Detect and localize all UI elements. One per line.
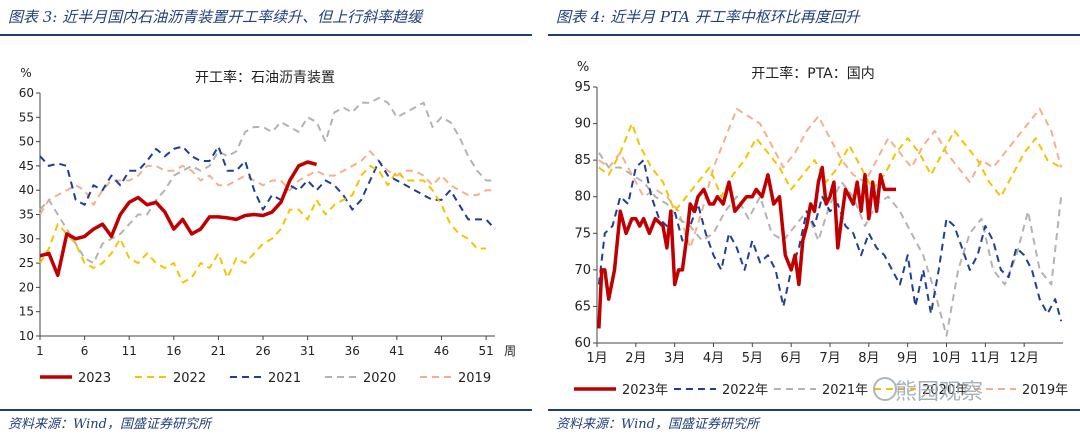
x-tick-label: 21 <box>211 344 226 358</box>
pta-chart: 60 65 70 75 80 85 90 95% 1月 2月 3月 4月 5月 6月 7月 8月 9月 10月 11… <box>574 60 1068 398</box>
series-line-2022 <box>597 159 1063 322</box>
title-rule-left <box>0 34 532 36</box>
y-tick-label: 40 <box>19 183 34 197</box>
x-tick-label: 26 <box>255 344 270 358</box>
x-tick-label: 51 <box>478 344 493 358</box>
title-rule-right <box>548 34 1080 36</box>
legend-label: 2022年 <box>722 383 768 398</box>
x-tick-label: 1月 <box>586 351 607 366</box>
legend-label: 2023年 <box>622 383 668 398</box>
x-tick-label: 10月 <box>932 351 962 366</box>
x-tick-label: 16 <box>166 344 181 358</box>
source-rule-right <box>548 409 1080 411</box>
x-tick-label: 8月 <box>858 351 879 366</box>
y-tick-label: 85 <box>574 153 591 168</box>
x-tick-label: 11月 <box>971 351 1001 366</box>
y-tick-label: 35 <box>19 208 34 222</box>
legend-label: 2023 <box>78 371 111 386</box>
chart-inner-title: 开工率：PTA：国内 <box>751 65 874 82</box>
x-tick-label: 11 <box>122 344 137 358</box>
series-line-2023 <box>39 160 318 278</box>
x-tick-label: 6月 <box>781 351 802 366</box>
y-tick-label: 10 <box>19 329 34 343</box>
figure-title-left: 图表 3: 近半月国内石油沥青装置开工率续升、但上行斜率趋缓 <box>8 8 423 26</box>
y-tick-label: 20 <box>19 280 34 294</box>
panel-asphalt: 图表 3: 近半月国内石油沥青装置开工率续升、但上行斜率趋缓 10 15 20 25 3… <box>0 0 532 439</box>
x-tick-label: 46 <box>434 344 449 358</box>
x-tick-label: 5月 <box>742 351 763 366</box>
y-tick-label: 60 <box>574 336 591 351</box>
y-unit-label: % <box>20 66 31 80</box>
x-tick-label: 12月 <box>1009 351 1039 366</box>
y-tick-label: 80 <box>574 190 591 205</box>
x-tick-label: 7月 <box>819 351 840 366</box>
series-line-2019 <box>598 107 1063 249</box>
source-rule-left <box>0 409 532 411</box>
legend-label: 2020 <box>363 371 396 386</box>
legend-label: 2022 <box>173 371 206 386</box>
x-tick-label: 3月 <box>664 351 685 366</box>
y-tick-label: 45 <box>19 159 34 173</box>
y-tick-label: 60 <box>19 86 34 100</box>
x-tick-label: 31 <box>300 344 315 358</box>
chart-inner-title: 开工率：石油沥青装置 <box>195 69 335 86</box>
y-tick-label: 30 <box>19 232 34 246</box>
legend-label: 2021 <box>268 371 301 386</box>
x-tick-label: 9月 <box>897 351 918 366</box>
figure-title-right: 图表 4: 近半月 PTA 开工率中枢环比再度回升 <box>556 8 860 26</box>
x-tick-label: 2月 <box>625 351 646 366</box>
y-unit-label: % <box>577 60 589 75</box>
legend-label: 2019年 <box>1022 383 1068 398</box>
y-tick-label: 55 <box>19 110 34 124</box>
x-tick-label: 1 <box>36 344 44 358</box>
x-tick-label: 4月 <box>703 351 724 366</box>
series-line-2020 <box>598 122 1062 213</box>
x-tick-label: 41 <box>389 344 404 358</box>
panel-pta: 图表 4: 近半月 PTA 开工率中枢环比再度回升 60 65 70 75 80 85 90… <box>548 0 1080 439</box>
series-line-2022 <box>39 164 487 284</box>
y-tick-label: 50 <box>19 135 34 149</box>
series-line-2023 <box>597 165 896 329</box>
y-tick-label: 65 <box>574 299 591 314</box>
x-tick-label: 36 <box>345 344 360 358</box>
source-note-left: 资料来源：Wind，国盛证券研究所 <box>8 417 211 432</box>
y-tick-label: 70 <box>574 263 591 278</box>
series-line-2019 <box>39 150 495 216</box>
y-tick-label: 15 <box>19 305 34 319</box>
y-tick-label: 25 <box>19 256 34 270</box>
y-tick-label: 95 <box>574 80 591 95</box>
legend-label: 2021年 <box>822 383 868 398</box>
series-line-2021 <box>39 145 496 230</box>
y-tick-label: 90 <box>574 117 591 132</box>
watermark-logo-icon <box>873 377 897 401</box>
series-line-2020 <box>39 96 495 265</box>
x-unit-label: 周 <box>504 344 516 358</box>
legend-label: 2019 <box>458 371 491 386</box>
x-tick-label: 6 <box>81 344 89 358</box>
source-note-right: 资料来源：Wind，国盛证券研究所 <box>556 417 759 432</box>
watermark-text: 熊园观察 <box>895 380 984 405</box>
y-tick-label: 75 <box>574 226 591 241</box>
legend-label: 2020年 <box>922 383 968 398</box>
